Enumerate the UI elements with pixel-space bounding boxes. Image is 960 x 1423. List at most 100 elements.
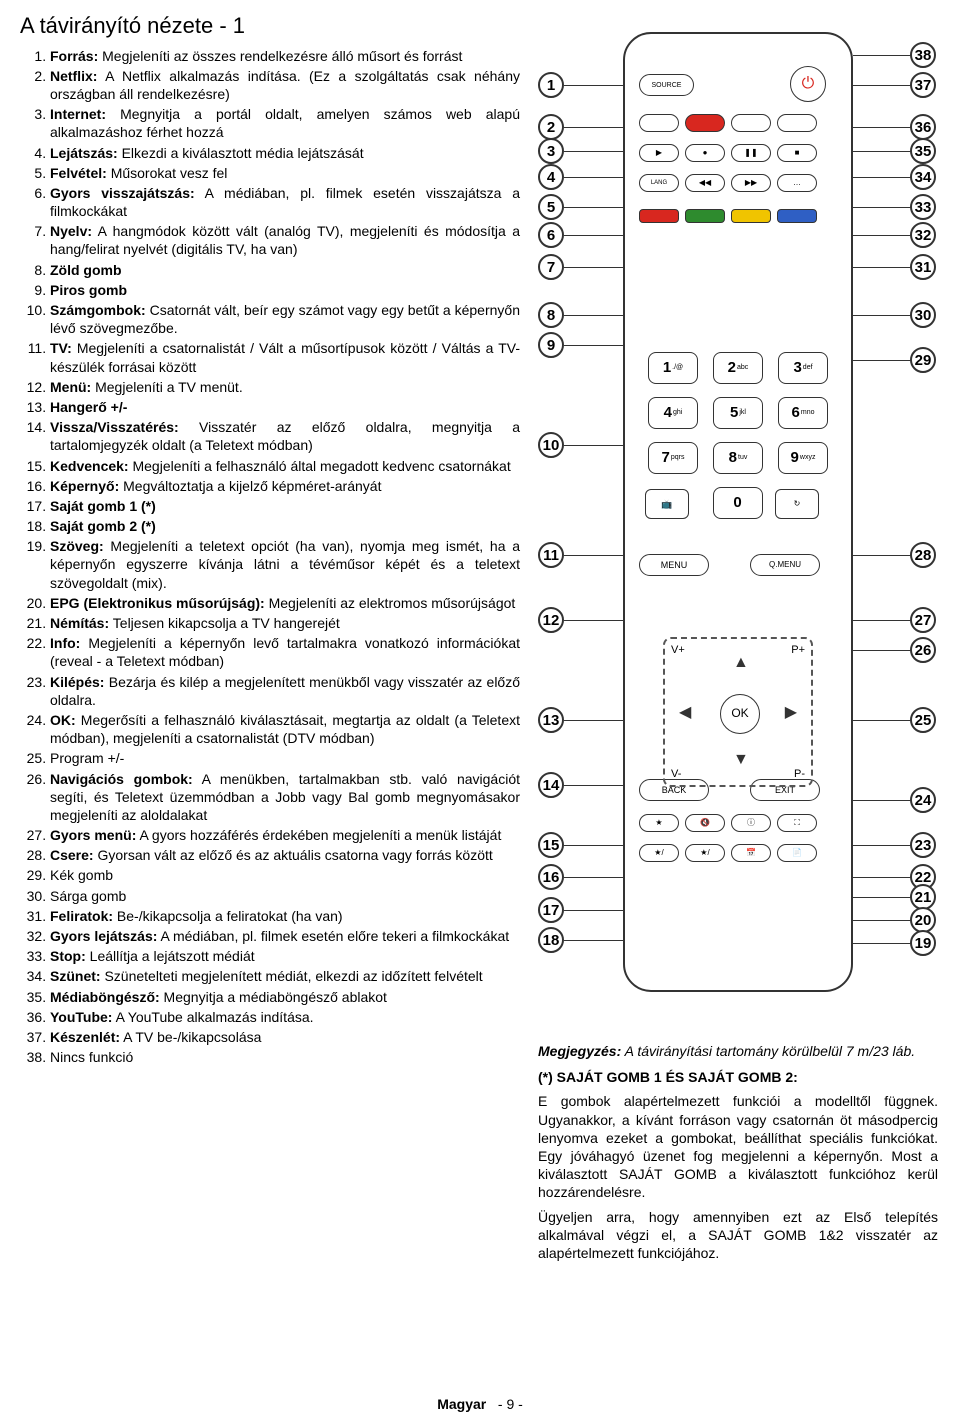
keypad-key: 0	[713, 487, 763, 519]
item-label: Internet:	[50, 106, 106, 122]
list-item: Saját gomb 2 (*)	[50, 517, 520, 535]
vplus: V+	[671, 643, 685, 657]
list-item: Feliratok: Be-/kikapcsolja a feliratokat…	[50, 907, 520, 925]
list-item: Kilépés: Bezárja és kilép a megjelenítet…	[50, 673, 520, 709]
item-text: Szünetelteti megjelenített médiát, elkez…	[101, 968, 483, 984]
remote-diagram: SOURCE ⏻ ▶ ● ❚❚ ■ LANG ◀◀ ▶▶ …	[538, 12, 938, 1032]
list-item: Sárga gomb	[50, 887, 520, 905]
callout-right: 30	[910, 302, 936, 328]
list-item: Navigációs gombok: A menükben, tartalmak…	[50, 770, 520, 825]
item-label: Felvétel:	[50, 165, 107, 181]
stop-button: ■	[777, 144, 817, 162]
callout-right: 33	[910, 194, 936, 220]
item-label: Némítás:	[50, 615, 109, 631]
list-item: YouTube: A YouTube alkalmazás indítása.	[50, 1008, 520, 1026]
callout-left: 4	[538, 164, 564, 190]
callout-left: 6	[538, 222, 564, 248]
item-text: Megjeleníti a teletext opciót (ha van), …	[50, 538, 520, 590]
list-item: Számgombok: Csatornát vált, beír egy szá…	[50, 301, 520, 337]
sub-button: …	[777, 174, 817, 192]
lang-button: LANG	[639, 174, 679, 192]
info-button: ⓘ	[731, 814, 771, 832]
item-label: Zöld gomb	[50, 262, 122, 278]
footer-lang: Magyar	[437, 1396, 486, 1412]
item-text: Sárga gomb	[50, 888, 126, 904]
swap-button: ↻	[775, 489, 819, 519]
btn-row2a	[639, 114, 679, 132]
item-label: Saját gomb 2 (*)	[50, 518, 156, 534]
item-label: YouTube:	[50, 1009, 112, 1025]
list-item: Info: Megjeleníti a képernyőn levő tarta…	[50, 634, 520, 670]
item-label: Szünet:	[50, 968, 101, 984]
list-item: Nincs funkció	[50, 1048, 520, 1066]
item-label: EPG (Elektronikus műsorújság):	[50, 595, 265, 611]
item-label: Képernyő:	[50, 478, 119, 494]
item-label: OK:	[50, 712, 76, 728]
callout-left: 12	[538, 607, 564, 633]
rec-button: ●	[685, 144, 725, 162]
item-label: Gyors menü:	[50, 827, 136, 843]
item-label: Gyors lejátszás:	[50, 928, 157, 944]
item-text: Megjeleníti az elektromos műsorújságot	[265, 595, 516, 611]
list-item: Zöld gomb	[50, 261, 520, 279]
keypad-key: 4ghi	[648, 397, 698, 429]
item-text: Program +/-	[50, 750, 124, 766]
item-label: Gyors visszajátszás:	[50, 185, 195, 201]
red-button	[639, 209, 679, 223]
list-item: Képernyő: Megváltoztatja a kijelző képmé…	[50, 477, 520, 495]
list-item: Gyors menü: A gyors hozzáférés érdekében…	[50, 826, 520, 844]
list-item: Szöveg: Megjeleníti a teletext opciót (h…	[50, 537, 520, 592]
item-label: Forrás:	[50, 48, 98, 64]
item-text: Leállítja a lejátszott médiát	[86, 948, 255, 964]
callout-right: 24	[910, 787, 936, 813]
callout-left: 1	[538, 72, 564, 98]
power-button: ⏻	[790, 66, 826, 102]
footer-page: - 9 -	[498, 1396, 523, 1412]
callout-right: 25	[910, 707, 936, 733]
screen-button: ⛶	[777, 814, 817, 832]
mybutton-p1: E gombok alapértelmezett funkciói a mode…	[538, 1092, 938, 1201]
list-item: Lejátszás: Elkezdi a kiválasztott média …	[50, 144, 520, 162]
item-text: A TV be-/kikapcsolása	[120, 1029, 261, 1045]
callout-right: 19	[910, 930, 936, 956]
note-text: A távirányítási tartomány körülbelül 7 m…	[621, 1043, 915, 1059]
note: Megjegyzés: A távirányítási tartomány kö…	[538, 1042, 938, 1060]
yellow-button	[731, 209, 771, 223]
callout-right: 31	[910, 254, 936, 280]
btn-row2d	[777, 114, 817, 132]
item-label: Kedvencek:	[50, 458, 129, 474]
note-label: Megjegyzés:	[538, 1043, 621, 1059]
item-text: Megerősíti a felhasználó kiválasztásait,…	[50, 712, 520, 746]
callout-left: 7	[538, 254, 564, 280]
callout-left: 16	[538, 864, 564, 890]
callout-right: 23	[910, 832, 936, 858]
list-item: Menü: Megjeleníti a TV menüt.	[50, 378, 520, 396]
keypad-key: 9wxyz	[778, 442, 828, 474]
callout-left: 10	[538, 432, 564, 458]
fav-button: ★	[639, 814, 679, 832]
rewind-button: ◀◀	[685, 174, 725, 192]
list-item: Internet: Megnyitja a portál oldalt, ame…	[50, 105, 520, 141]
list-item: Hangerő +/-	[50, 398, 520, 416]
item-label: Hangerő +/-	[50, 399, 127, 415]
list-item: Stop: Leállítja a lejátszott médiát	[50, 947, 520, 965]
list-item: Némítás: Teljesen kikapcsolja a TV hange…	[50, 614, 520, 632]
callout-right: 28	[910, 542, 936, 568]
item-text: Nincs funkció	[50, 1049, 133, 1065]
item-text: Megváltoztatja a kijelző képméret-arányá…	[119, 478, 381, 494]
list-item: Gyors visszajátszás: A médiában, pl. ﬁlm…	[50, 184, 520, 220]
vminus: V-	[671, 767, 681, 781]
keypad-key: 5jkl	[713, 397, 763, 429]
callout-right: 36	[910, 114, 936, 140]
mybutton-title: (*) SAJÁT GOMB 1 ÉS SAJÁT GOMB 2:	[538, 1068, 938, 1086]
item-label: Médiaböngésző:	[50, 989, 160, 1005]
my1-button: ★/	[639, 844, 679, 862]
item-text: Megnyitja a médiaböngésző ablakot	[160, 989, 387, 1005]
list-item: Csere: Gyorsan vált az előző és az aktuá…	[50, 846, 520, 864]
callout-left: 13	[538, 707, 564, 733]
item-text: Teljesen kikapcsolja a TV hangerejét	[109, 615, 340, 631]
callout-right: 26	[910, 637, 936, 663]
callout-left: 17	[538, 897, 564, 923]
mybutton-p2: Ügyeljen arra, hogy amennyiben ezt az El…	[538, 1208, 938, 1263]
item-text: Megjeleníti a TV menüt.	[91, 379, 242, 395]
